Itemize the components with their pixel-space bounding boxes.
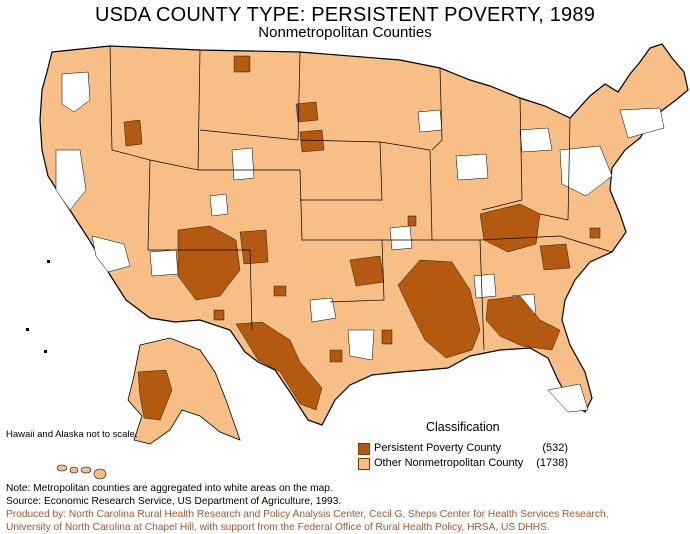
credit-line-2: University of North Carolina at Chapel H… (6, 522, 550, 533)
other-nonmetro-swatch (358, 458, 370, 470)
small-islands (26, 260, 50, 353)
legend-label: Persistent Poverty County (374, 442, 502, 454)
persistent-poverty-regions (123, 55, 601, 421)
legend-item-other-nonmetro: Other Nonmetropolitan County (1738) (358, 457, 568, 471)
alaska-poverty (137, 369, 173, 421)
notes: Note: Metropolitan counties are aggregat… (6, 482, 608, 534)
legend-item-persistent-poverty: Persistent Poverty County (532) (358, 442, 568, 456)
legend-title: Classification (426, 420, 500, 434)
hawaii (56, 464, 107, 480)
persistent-poverty-swatch (358, 443, 370, 455)
metro-note: Note: Metropolitan counties are aggregat… (6, 483, 333, 494)
map-subtitle: Nonmetropolitan Counties (258, 24, 432, 41)
legend-label: Other Nonmetropolitan County (374, 457, 524, 469)
map-title: USDA COUNTY TYPE: PERSISTENT POVERTY, 19… (94, 4, 596, 26)
scale-note: Hawaii and Alaska not to scale. (6, 429, 138, 440)
legend-count: (532) (542, 442, 568, 454)
source-note: Source: Economic Research Service, US De… (6, 496, 342, 507)
credit-line-1: Produced by: North Carolina Rural Health… (6, 509, 609, 520)
legend-count: (1738) (536, 457, 568, 469)
state-borders (109, 45, 613, 351)
